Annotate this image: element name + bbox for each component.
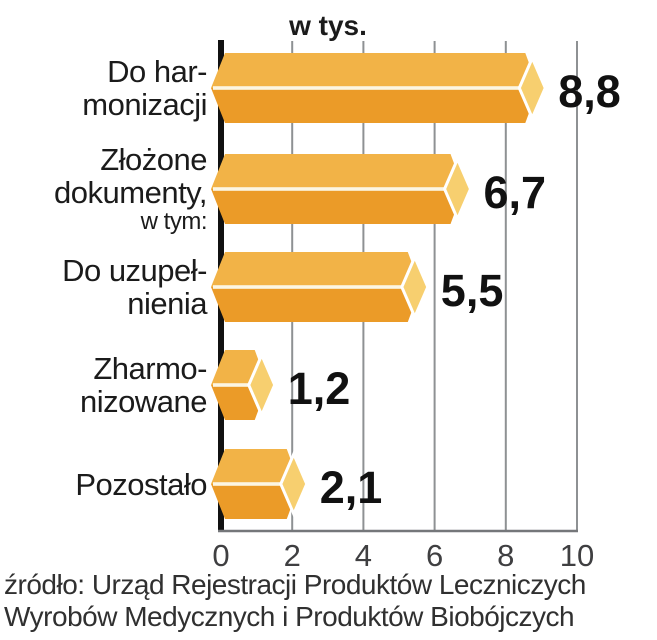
bar-separator: [213, 86, 530, 90]
bar-bottom-face: [211, 189, 464, 224]
value-label: 6,7: [484, 167, 547, 218]
x-tick-label: 8: [497, 538, 514, 573]
bar-separator: [213, 187, 455, 191]
bar-end-cap: [517, 54, 547, 122]
source-line-1: źródło: Urząd Rejestracji Produktów Lecz…: [4, 569, 586, 600]
source-line-2: Wyrobów Medycznych i Produktów Biobójczy…: [4, 601, 575, 632]
category-labels: Do har-monizacji Złożone dokumenty, w tym: D…: [0, 0, 207, 640]
x-tick-labels: 0 2 4 6 8 10: [212, 538, 594, 573]
category-label-line: Pozostało: [75, 466, 207, 502]
category-label-line: nizowane: [80, 384, 207, 419]
bar-separator: [213, 482, 291, 486]
bar-bottom-face: [211, 88, 539, 123]
value-label: 8,8: [558, 66, 621, 117]
bar-end-cap: [279, 450, 309, 518]
value-label: 2,1: [320, 462, 383, 513]
category-label-line: dokumenty,: [54, 175, 207, 210]
category-label-line: nienia: [127, 286, 207, 321]
bar-end-cap: [442, 155, 473, 223]
value-labels: 8,86,7 5,5 1,2 2,1: [288, 66, 621, 513]
bar-separator: [213, 383, 259, 387]
category-label-line: Do har-: [107, 54, 207, 89]
bar-top-face: [211, 53, 539, 88]
x-tick-label: 2: [284, 538, 301, 573]
bar-top-face: [211, 154, 464, 189]
category-label: Do uzupeł-nienia: [0, 232, 207, 342]
bar-top-face: [211, 449, 300, 484]
bar-top-face: [211, 252, 421, 287]
category-label: Pozostało: [0, 429, 207, 539]
bar-separator: [213, 285, 412, 289]
x-tick-label: 10: [560, 538, 594, 573]
bar-end-cap: [247, 351, 277, 419]
chart-title: w tys.: [288, 10, 367, 41]
value-label: 1,2: [288, 363, 351, 414]
category-label: Złożone dokumenty, w tym:: [0, 134, 207, 244]
category-label-line: Zharmo-: [93, 351, 207, 386]
x-tick-label: 0: [212, 538, 229, 573]
category-label-line: Złożone: [100, 142, 207, 177]
category-label: Do har-monizacji: [0, 33, 207, 143]
x-tick-label: 4: [355, 538, 372, 573]
category-label-line: monizacji: [82, 87, 207, 122]
bar-bottom-face: [211, 484, 300, 519]
bar-bottom-face: [211, 287, 421, 322]
category-label-line: Do uzupeł-: [62, 253, 207, 288]
x-tick-label: 6: [426, 538, 443, 573]
value-label: 5,5: [441, 265, 504, 316]
source-note: źródło: Urząd Rejestracji Produktów Lecz…: [4, 569, 657, 633]
category-label: Zharmo-nizowane: [0, 330, 207, 440]
bar-end-cap: [400, 253, 430, 321]
bars: [211, 53, 547, 519]
category-label-line: w tym:: [140, 208, 208, 235]
